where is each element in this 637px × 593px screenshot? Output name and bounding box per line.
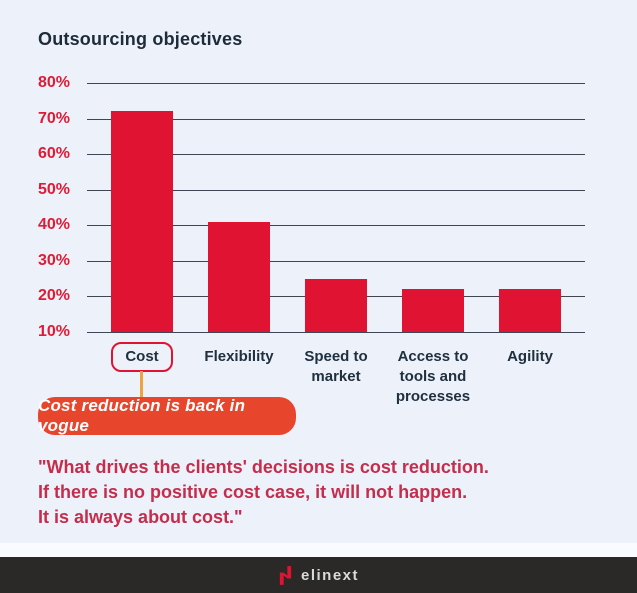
x-axis-label-flexibility: Flexibility [204,348,274,365]
bar-flexibility [208,221,270,332]
gridline-50 [87,189,585,191]
quote-text: "What drives the clients' decisions is c… [38,457,489,527]
y-axis-tick-30: 30% [38,251,71,269]
y-axis-tick-10: 10% [38,323,71,340]
elinext-logo-icon [278,565,293,585]
y-axis-tick-80: 80% [38,74,71,91]
x-axis-label-access-to-tools-and-processes: Access to tools and processes [395,348,471,405]
gridline-70 [87,118,585,120]
bar-agility [499,289,561,332]
footer-divider-strip [0,543,637,557]
callout-connector-line [140,371,143,398]
gridline-10 [87,332,585,333]
gridline-80 [87,83,585,84]
x-axis-label-speed-to-market: Speed to market [304,348,368,385]
callout-bubble: Cost reduction is back in vogue [38,396,296,435]
callout-text: Cost reduction is back in vogue [38,396,246,435]
y-axis-tick-50: 50% [38,180,71,198]
bar-speed-to-market [305,278,367,332]
bar-access-to-tools-and-processes [402,289,464,332]
y-axis-tick-20: 20% [38,287,71,305]
gridline-30 [87,260,585,262]
gridline-60 [87,154,585,156]
brand-wordmark: elinext [300,566,360,584]
y-axis-tick-70: 70% [38,109,71,127]
gridline-40 [87,225,585,227]
y-axis-tick-40: 40% [38,216,71,234]
y-axis-tick-60: 60% [38,145,71,163]
footer-bar: elinext [0,557,637,593]
chart-title: Outsourcing objectives [38,29,243,49]
x-axis-label-agility: Agility [507,348,553,365]
bar-cost [111,111,173,332]
highlight-box-cost: Cost [111,342,173,372]
